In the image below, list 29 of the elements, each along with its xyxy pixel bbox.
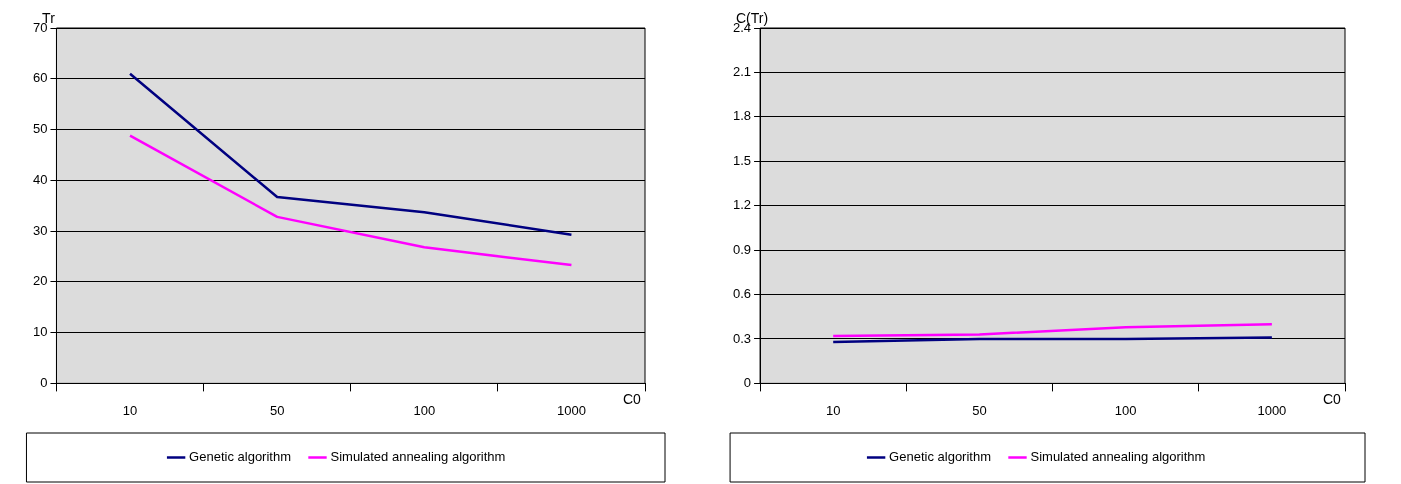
y-tick-label: 0.6 <box>732 286 752 302</box>
y-tick-label: 0 <box>40 374 48 390</box>
legend-label: Genetic algorithm <box>189 449 292 465</box>
y-tick-label: 1.8 <box>732 108 752 124</box>
x-tick-label: 1000 <box>1257 402 1287 418</box>
y-tick-label: 0 <box>743 374 752 390</box>
y-tick-label: 30 <box>32 222 48 238</box>
x-axis-title: C0 <box>623 391 642 408</box>
legend-label: Simulated annealing algorithm <box>330 449 506 465</box>
y-tick-label: 0.9 <box>732 241 752 257</box>
y-tick-label: 10 <box>32 324 48 340</box>
y-tick-label: 20 <box>32 273 48 289</box>
y-tick-label: 50 <box>32 121 48 137</box>
y-tick-label: 40 <box>32 171 48 187</box>
y-tick-label: 60 <box>32 70 48 86</box>
y-tick-label: 0.3 <box>732 330 752 346</box>
x-tick-label: 50 <box>972 402 987 418</box>
legend-label: Simulated annealing algorithm <box>1030 449 1206 465</box>
legend-label: Genetic algorithm <box>889 449 992 465</box>
x-tick-label: 10 <box>825 402 841 418</box>
x-tick-label: 100 <box>1114 402 1137 418</box>
x-tick-label: 100 <box>413 402 436 418</box>
y-tick-label: 1.2 <box>732 197 752 213</box>
y-tick-label: 1.5 <box>732 152 752 168</box>
x-tick-label: 10 <box>122 402 138 418</box>
x-axis-title: C0 <box>1323 391 1342 408</box>
x-tick-label: 50 <box>269 402 285 418</box>
x-tick-label: 1000 <box>556 402 586 418</box>
y-tick-label: 2.1 <box>732 64 752 79</box>
